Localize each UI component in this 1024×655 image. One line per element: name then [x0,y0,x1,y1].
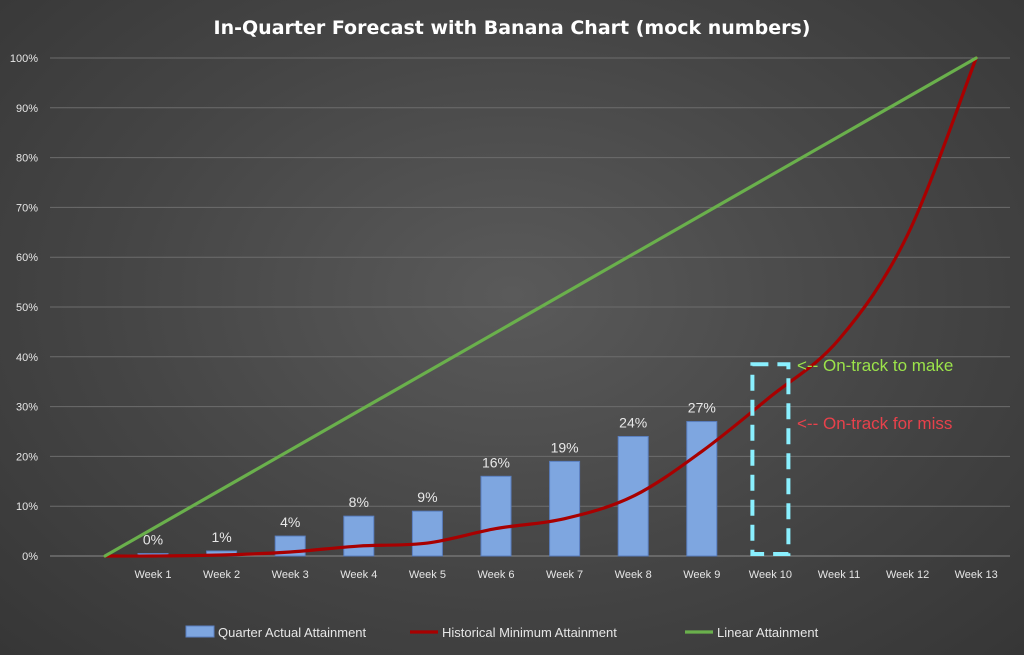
x-tick-label: Week 5 [409,569,446,581]
highlight-box [750,362,791,556]
y-tick-label: 80% [16,153,38,165]
annotation: <-- On-track to make [797,356,953,375]
x-tick-label: Week 12 [886,569,929,581]
bar-data-label: 16% [482,454,510,470]
data-labels: 0% 1% 4% 8% 9% 16% 19% 24% 27% [143,400,716,548]
historical-minimum-line [103,56,978,558]
x-tick-label: Week 1 [134,569,171,581]
bar [480,475,512,557]
x-tick-label: Week 2 [203,569,240,581]
x-tick-label: Week 10 [749,569,792,581]
x-tick-label: Week 4 [340,569,377,581]
y-tick-label: 30% [16,402,38,414]
linear-attainment-line [103,56,978,558]
legend-label: Historical Minimum Attainment [442,625,617,640]
y-tick-label: 90% [16,103,38,115]
bar-data-label: 8% [349,494,369,510]
legend-label: Quarter Actual Attainment [218,625,367,640]
x-tick-label: Week 6 [477,569,514,581]
y-tick-label: 20% [16,451,38,463]
x-axis: Week 1 Week 2 Week 3 Week 4 Week 5 Week 6 Week… [134,569,997,581]
legend: Quarter Actual Attainment Historical Mini… [185,625,819,640]
bar-data-label: 9% [417,489,437,505]
x-tick-label: Week 3 [272,569,309,581]
legend-swatch [185,625,215,638]
legend-label: Linear Attainment [717,625,819,640]
bar-data-label: 19% [551,439,579,455]
lines [103,56,978,558]
annotations: <-- On-track to make <-- On-track for mis… [797,356,953,433]
y-tick-label: 0% [22,551,38,563]
y-tick-label: 100% [10,53,38,65]
bar-data-label: 0% [143,532,163,548]
bar [411,510,443,557]
bar-data-label: 27% [688,400,716,416]
y-tick-label: 60% [16,252,38,264]
y-tick-label: 70% [16,202,38,214]
y-tick-label: 40% [16,352,38,364]
x-tick-label: Week 7 [546,569,583,581]
x-tick-label: Week 9 [683,569,720,581]
chart-title: In-Quarter Forecast with Banana Chart (m… [214,17,811,39]
x-tick-label: Week 11 [818,569,860,581]
bar-data-label: 1% [211,529,231,545]
bar-data-label: 4% [280,514,300,530]
annotation: <-- On-track for miss [797,414,952,433]
bar [549,460,581,557]
x-tick-label: Week 13 [955,569,998,581]
y-tick-label: 50% [16,302,38,314]
highlight-box-rect [750,362,791,556]
bar-data-label: 24% [619,414,647,430]
bar [343,515,375,557]
y-tick-label: 10% [16,501,38,513]
y-axis: 0% 10% 20% 30% 40% 50% 60% 70% 80% 90% 100% [10,53,38,563]
x-tick-label: Week 8 [615,569,652,581]
